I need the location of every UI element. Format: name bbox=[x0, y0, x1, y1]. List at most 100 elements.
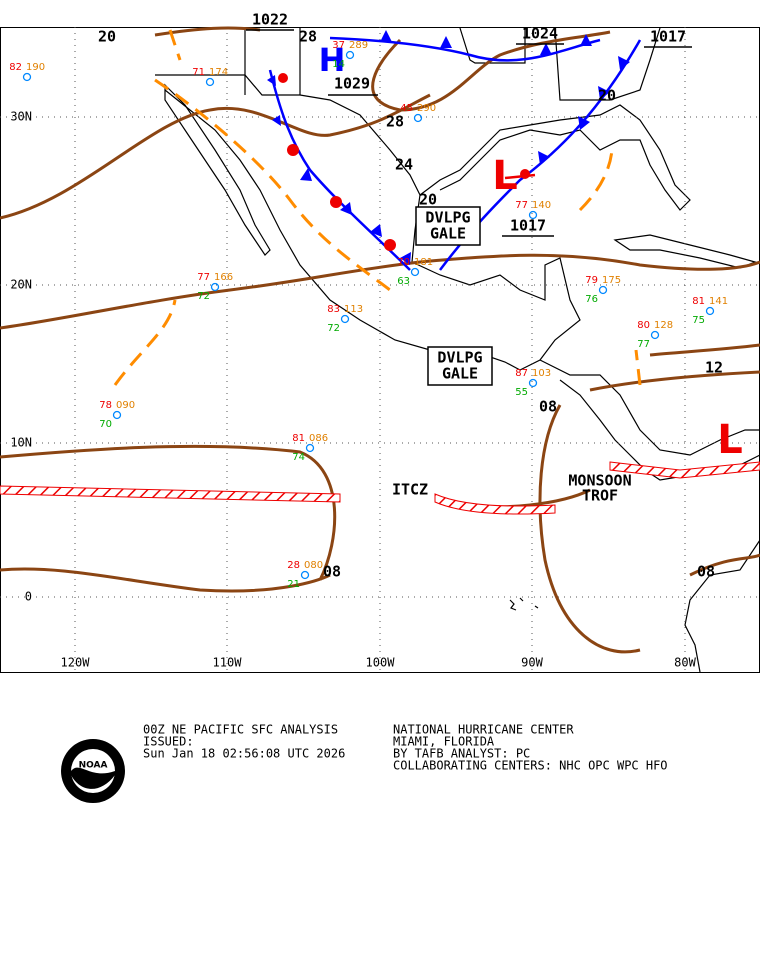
station-temp: 37 bbox=[332, 40, 345, 51]
station-dew: 77 bbox=[637, 339, 650, 350]
station-temp: 80 bbox=[637, 320, 650, 331]
station-pressure: 113 bbox=[344, 304, 363, 315]
isobar-label: 20 bbox=[419, 191, 437, 209]
itcz-band bbox=[434, 493, 556, 515]
station-temp: 28 bbox=[287, 560, 300, 571]
station-temp: 77 bbox=[197, 272, 210, 283]
station-dew: 63 bbox=[397, 276, 410, 287]
isobar-label: 20 bbox=[98, 28, 116, 46]
gale-text: GALE bbox=[442, 365, 478, 383]
station-dew: 74 bbox=[292, 452, 305, 463]
lon-label: 110W bbox=[213, 656, 243, 670]
station-circle bbox=[345, 50, 355, 60]
station-pressure: 290 bbox=[417, 103, 436, 114]
footer-text: 00Z NE PACIFIC SFC ANALYSIS bbox=[143, 723, 338, 737]
station-temp: 77 bbox=[515, 200, 528, 211]
station-circle bbox=[210, 282, 220, 292]
station-dew: 72 bbox=[327, 323, 340, 334]
lat-label: 20N bbox=[10, 278, 32, 292]
isobar-label: 24 bbox=[395, 156, 413, 174]
map-frame bbox=[0, 27, 760, 673]
lat-label: 0 bbox=[25, 590, 32, 604]
station-dew: 75 bbox=[692, 315, 705, 326]
station-temp: 81 bbox=[692, 296, 705, 307]
station-temp: 79 bbox=[585, 275, 598, 286]
low-symbol: L bbox=[492, 153, 518, 199]
isobar-label: 1017 bbox=[650, 28, 686, 46]
station-circle bbox=[598, 285, 608, 295]
monsoon-label: TROF bbox=[582, 487, 618, 505]
station-pressure: 175 bbox=[602, 275, 621, 286]
station-pressure: 166 bbox=[214, 272, 233, 283]
station-circle bbox=[413, 113, 423, 123]
station-pressure: 181 bbox=[414, 257, 433, 268]
station-pressure: 289 bbox=[349, 40, 368, 51]
station-pressure: 174 bbox=[209, 67, 228, 78]
station-temp: 83 bbox=[327, 304, 340, 315]
footer-text: BY TAFB ANALYST: PC bbox=[393, 747, 530, 761]
gale-text: GALE bbox=[430, 225, 466, 243]
high-pressure: 1029 bbox=[334, 75, 370, 93]
station-temp: 81 bbox=[292, 433, 305, 444]
station-temp: 71 bbox=[192, 67, 205, 78]
troughs bbox=[113, 29, 642, 386]
station-circle bbox=[300, 570, 310, 580]
footer-text: NATIONAL HURRICANE CENTER bbox=[393, 723, 574, 737]
monsoon-label: MONSOON bbox=[568, 472, 631, 490]
itcz-band bbox=[0, 485, 341, 503]
station-pressure: 090 bbox=[116, 400, 135, 411]
itcz-label: ITCZ bbox=[392, 481, 428, 499]
svg-text:NOAA: NOAA bbox=[79, 761, 108, 771]
station-circle bbox=[410, 267, 420, 277]
isobar-label: 12 bbox=[705, 359, 723, 377]
station-circle bbox=[112, 410, 122, 420]
isobar-label: 1022 bbox=[252, 11, 288, 29]
low-symbol: L bbox=[717, 417, 743, 463]
lon-label: 120W bbox=[61, 656, 91, 670]
station-pressure: 086 bbox=[309, 433, 328, 444]
station-circle bbox=[528, 210, 538, 220]
gale-box bbox=[415, 206, 481, 246]
station-temp: 87 bbox=[515, 368, 528, 379]
lat-label: 10N bbox=[10, 436, 32, 450]
isobar-label: 08 bbox=[697, 563, 715, 581]
station-dew: 21 bbox=[287, 579, 300, 590]
gale-box bbox=[427, 346, 493, 386]
station-pressure: 128 bbox=[654, 320, 673, 331]
station-circle bbox=[305, 443, 315, 453]
graticule bbox=[0, 27, 760, 672]
station-temp: 70 bbox=[397, 257, 410, 268]
station-dew: 14 bbox=[332, 59, 345, 70]
station-circle bbox=[205, 77, 215, 87]
isobar-label: 1024 bbox=[522, 25, 558, 43]
station-dew: 55 bbox=[515, 387, 528, 398]
isobar-label: 28 bbox=[386, 113, 404, 131]
station-circle bbox=[22, 72, 32, 82]
station-circle bbox=[528, 378, 538, 388]
footer-text: MIAMI, FLORIDA bbox=[393, 735, 495, 749]
isobar-label: 28 bbox=[299, 28, 317, 46]
station-dew: 70 bbox=[99, 419, 112, 430]
station-pressure: 190 bbox=[26, 62, 45, 73]
isobars bbox=[0, 26, 760, 654]
isobar-label: 08 bbox=[323, 563, 341, 581]
station-temp: 82 bbox=[9, 62, 22, 73]
noaa-logo: NOAA bbox=[61, 739, 125, 803]
station-temp: 78 bbox=[99, 400, 112, 411]
monsoon-band bbox=[609, 461, 760, 479]
footer-text: ISSUED: bbox=[143, 735, 194, 749]
lat-label: 30N bbox=[10, 110, 32, 124]
footer-text: Sun Jan 18 02:56:08 UTC 2026 bbox=[143, 747, 345, 761]
station-dew: 72 bbox=[197, 291, 210, 302]
low-pressure: 1017 bbox=[510, 217, 546, 235]
isobar-label: 20 bbox=[598, 87, 616, 105]
gale-text: DVLPG bbox=[437, 349, 482, 367]
gale-text: DVLPG bbox=[425, 209, 470, 227]
station-pressure: 140 bbox=[532, 200, 551, 211]
footer-text: COLLABORATING CENTERS: NHC OPC WPC HFO bbox=[393, 759, 668, 773]
station-circle bbox=[705, 306, 715, 316]
station-circle bbox=[340, 314, 350, 324]
station-temp: 45 bbox=[400, 103, 413, 114]
